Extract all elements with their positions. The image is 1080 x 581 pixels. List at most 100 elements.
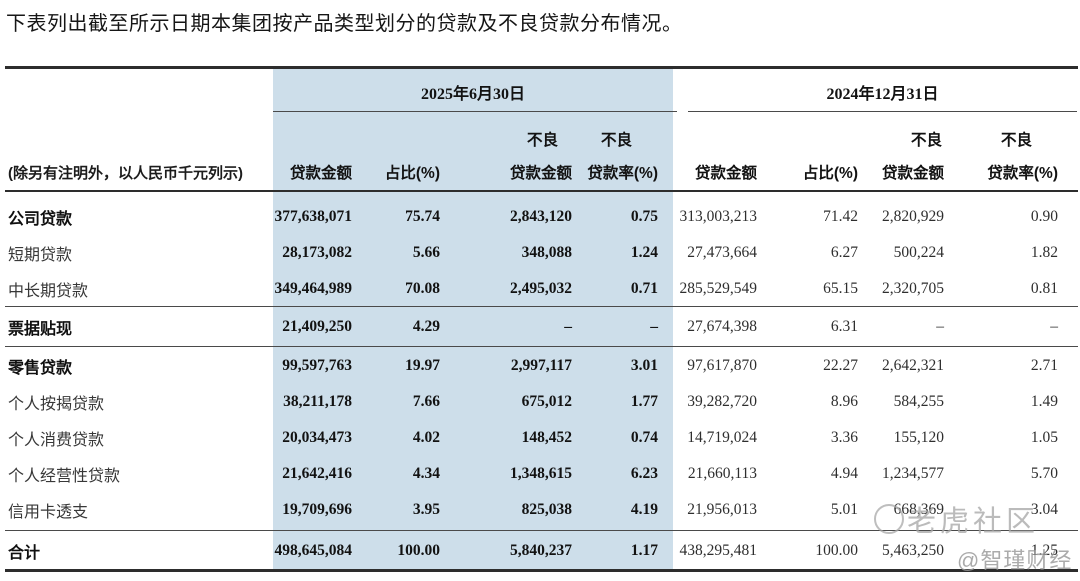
table-row-discounted-bills: 票据贴现 21,409,250 4.29 – – 27,674,398 6.31… [5, 309, 1058, 345]
group1-separator [5, 306, 1078, 307]
cell-npl-2025: 5,840,237 [510, 541, 572, 559]
cell-nplrate-2024: 1.25 [1030, 541, 1058, 559]
period-header-2024: 2024年12月31日 [826, 86, 939, 103]
cell-nplrate-2025: – [650, 318, 658, 335]
table-row-short-term-loans: 短期贷款 28,173,082 5.66 348,088 1.24 27,473… [5, 235, 1058, 271]
cell-share-2024: 65.15 [823, 280, 858, 297]
row-label: 个人经营性贷款 [8, 468, 121, 485]
table-row-personal-mortgage-loans: 个人按揭贷款 38,211,178 7.66 675,012 1.77 39,2… [5, 384, 1058, 420]
page-title: 下表列出截至所示日期本集团按产品类型划分的贷款及不良贷款分布情况。 [6, 13, 683, 35]
cell-share-2024: 100.00 [815, 541, 858, 559]
cell-nplrate-2025: 0.71 [630, 280, 658, 297]
cell-share-2025: 4.29 [412, 318, 440, 335]
cell-loan-2024: 39,282,720 [687, 393, 757, 410]
table-row-retail-loans: 零售贷款 99,597,763 19.97 2,997,117 3.01 97,… [5, 348, 1058, 384]
col-header-npl-amount-2025: 贷款金额 [509, 165, 572, 182]
cell-nplrate-2024: 1.82 [1030, 244, 1058, 261]
cell-loan-2024: 21,660,113 [687, 465, 757, 482]
cell-npl-2024: 500,224 [893, 244, 944, 261]
cell-nplrate-2024: 1.49 [1030, 393, 1058, 410]
cell-share-2024: 6.31 [830, 318, 858, 335]
cell-loan-2025: 498,645,084 [274, 541, 353, 559]
cell-npl-2024: 668,369 [893, 501, 944, 518]
col-header-loan-amount-2024: 贷款金额 [694, 165, 757, 182]
cell-loan-2025: 28,173,082 [282, 244, 352, 261]
cell-share-2025: 100.00 [397, 541, 440, 559]
table-row-total: 合计 498,645,084 100.00 5,840,237 1.17 438… [5, 532, 1058, 569]
units-note: (除另有注明外，以人民币千元列示) [8, 165, 243, 182]
row-label: 票据贴现 [8, 321, 73, 338]
cell-share-2024: 71.42 [823, 208, 858, 225]
cell-npl-2025: 2,997,117 [510, 357, 572, 374]
cell-share-2025: 19.97 [405, 357, 440, 374]
cell-loan-2025: 19,709,696 [282, 501, 352, 518]
cell-npl-2024: – [936, 318, 944, 335]
row-label: 信用卡透支 [8, 504, 89, 521]
cell-loan-2025: 21,642,416 [282, 465, 352, 482]
row-label: 短期贷款 [8, 247, 73, 264]
cell-loan-2024: 97,617,870 [687, 357, 757, 374]
group2-separator [5, 346, 1078, 347]
cell-loan-2025: 377,638,071 [274, 208, 353, 225]
cell-npl-2024: 5,463,250 [882, 541, 944, 559]
period-header-2025: 2025年6月30日 [420, 86, 525, 103]
cell-loan-2025: 349,464,989 [274, 280, 353, 297]
table-bottom-rule [5, 569, 1078, 572]
group3-separator [5, 530, 1078, 531]
row-label: 个人按揭贷款 [8, 396, 105, 413]
cell-loan-2024: 313,003,213 [679, 208, 758, 225]
cell-share-2024: 5.01 [830, 501, 858, 518]
cell-share-2025: 4.02 [412, 429, 440, 446]
cell-nplrate-2024: 5.70 [1030, 465, 1058, 482]
cell-loan-2025: 99,597,763 [282, 357, 352, 374]
col-header-npl-rate-2024: 贷款率(%) [987, 165, 1058, 182]
row-label: 个人消费贷款 [8, 432, 105, 449]
table-row-credit-card-overdraft: 信用卡透支 19,709,696 3.95 825,038 4.19 21,95… [5, 492, 1058, 528]
cell-npl-2024: 2,320,705 [882, 280, 944, 297]
table-row-personal-business-loans: 个人经营性贷款 21,642,416 4.34 1,348,615 6.23 2… [5, 456, 1058, 492]
cell-share-2024: 3.36 [830, 429, 858, 446]
col-header-npl-prefix-rate-2025: 不良 [600, 132, 632, 149]
zhijin-finance-watermark: @智瑾财经 [957, 548, 1073, 573]
col-header-npl-prefix-amount-2024: 不良 [910, 132, 942, 149]
tiger-watermark-text: 老虎社区 [907, 506, 1040, 538]
cell-nplrate-2025: 6.23 [630, 465, 658, 482]
cell-nplrate-2024: 3.04 [1030, 501, 1058, 518]
cell-npl-2024: 1,234,577 [882, 465, 944, 482]
header-underline [5, 190, 1078, 192]
cell-npl-2024: 2,642,321 [882, 357, 944, 374]
col-header-share-2025: 占比(%) [384, 165, 440, 182]
row-label: 公司贷款 [8, 211, 73, 228]
col-header-loan-amount-2025: 贷款金额 [289, 165, 352, 182]
cell-npl-2025: 2,495,032 [510, 280, 572, 297]
cell-nplrate-2025: 1.24 [630, 244, 658, 261]
table-row-medium-long-term-loans: 中长期贷款 349,464,989 70.08 2,495,032 0.71 2… [5, 271, 1058, 307]
col-header-npl-rate-2025: 贷款率(%) [587, 165, 658, 182]
cell-npl-2024: 2,820,929 [882, 208, 944, 225]
cell-npl-2025: 1,348,615 [510, 465, 572, 482]
row-label: 零售贷款 [8, 360, 73, 377]
cell-share-2024: 4.94 [830, 465, 858, 482]
cell-nplrate-2024: 2.71 [1030, 357, 1058, 374]
cell-loan-2025: 21,409,250 [282, 318, 352, 335]
cell-loan-2025: 38,211,178 [283, 393, 352, 410]
cell-npl-2025: 348,088 [521, 244, 572, 261]
cell-loan-2024: 14,719,024 [687, 429, 757, 446]
cell-loan-2024: 27,473,664 [687, 244, 757, 261]
col-header-npl-prefix-rate-2024: 不良 [1000, 132, 1032, 149]
cell-share-2025: 7.66 [412, 393, 440, 410]
cell-loan-2025: 20,034,473 [282, 429, 352, 446]
cell-nplrate-2024: 0.81 [1030, 280, 1058, 297]
cell-loan-2024: 21,956,013 [687, 501, 757, 518]
cell-share-2024: 8.96 [830, 393, 858, 410]
row-label: 中长期贷款 [8, 283, 89, 300]
cell-share-2025: 75.74 [405, 208, 440, 225]
cell-nplrate-2024: – [1050, 318, 1058, 335]
cell-nplrate-2024: 0.90 [1030, 208, 1058, 225]
date-2025-underline [273, 111, 677, 112]
cell-share-2025: 70.08 [405, 280, 440, 297]
col-header-share-2024: 占比(%) [802, 165, 858, 182]
cell-share-2025: 5.66 [412, 244, 440, 261]
cell-loan-2024: 285,529,549 [679, 280, 758, 297]
